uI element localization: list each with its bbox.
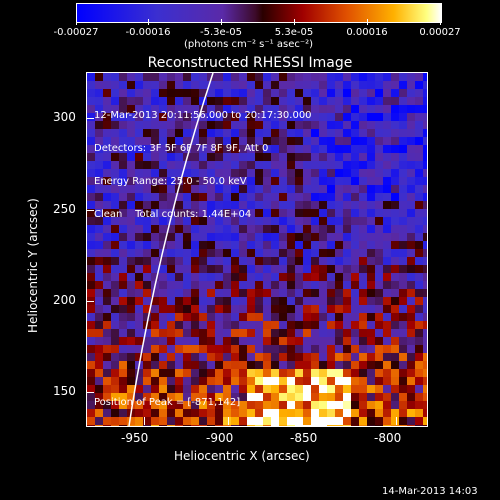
- colorbar-units: (photons cm⁻² s⁻¹ asec⁻²): [184, 39, 314, 50]
- y-tick-label: 300: [53, 110, 76, 124]
- x-tick: [396, 417, 397, 425]
- x-tick-label: -900: [206, 431, 234, 445]
- footer-timestamp: 14-Mar-2013 14:03: [382, 486, 478, 497]
- colorbar-ticks: -0.00027 -0.00016 -5.3e-05 5.3e-05 0.000…: [54, 0, 461, 45]
- x-tick-label: -950: [121, 431, 149, 445]
- colorbar-label: -0.00027: [53, 27, 99, 38]
- plot-title: Reconstructed RHESSI Image: [147, 55, 353, 71]
- x-tick-label: -850: [290, 431, 318, 445]
- info-energy-range: Energy Range: 25.0 - 50.0 keV: [94, 176, 247, 187]
- y-tick: [86, 392, 94, 393]
- y-tick-label: 250: [53, 202, 76, 216]
- x-tick: [144, 417, 145, 425]
- rhessi-image: [86, 72, 428, 427]
- y-tick: [86, 118, 94, 119]
- x-tick: [312, 417, 313, 425]
- colorbar-label: 0.00027: [419, 27, 461, 38]
- x-axis-label: Heliocentric X (arcsec): [174, 449, 310, 463]
- peak-position: Position of Peak = [-871,142]: [94, 397, 241, 408]
- colorbar-label: -0.00016: [125, 27, 171, 38]
- colorbar: [76, 3, 442, 23]
- y-tick: [86, 301, 94, 302]
- heatmap-cells: [87, 73, 427, 426]
- y-tick-label: 150: [53, 384, 76, 398]
- colorbar-label: 5.3e-05: [274, 27, 314, 38]
- y-axis-label: Heliocentric Y (arcsec): [26, 198, 40, 333]
- info-time-range: 12-Mar-2013 20:11:56.000 to 20:17:30.000: [94, 110, 312, 121]
- x-tick-label: -800: [374, 431, 402, 445]
- colorbar-label: -5.3e-05: [200, 27, 242, 38]
- colorbar-label: 0.00016: [346, 27, 388, 38]
- info-detectors: Detectors: 3F 5F 6F 7F 8F 9F, Att 0: [94, 143, 269, 154]
- y-tick-label: 200: [53, 293, 76, 307]
- heatmap-canvas: [87, 73, 427, 426]
- y-tick: [86, 210, 94, 211]
- x-tick: [228, 417, 229, 425]
- info-block: 12-Mar-2013 20:11:56.000 to 20:17:30.000…: [94, 88, 312, 231]
- solar-limb-curve: [128, 73, 214, 426]
- info-clean-counts: Clean Total counts: 1.44E+04: [94, 209, 252, 220]
